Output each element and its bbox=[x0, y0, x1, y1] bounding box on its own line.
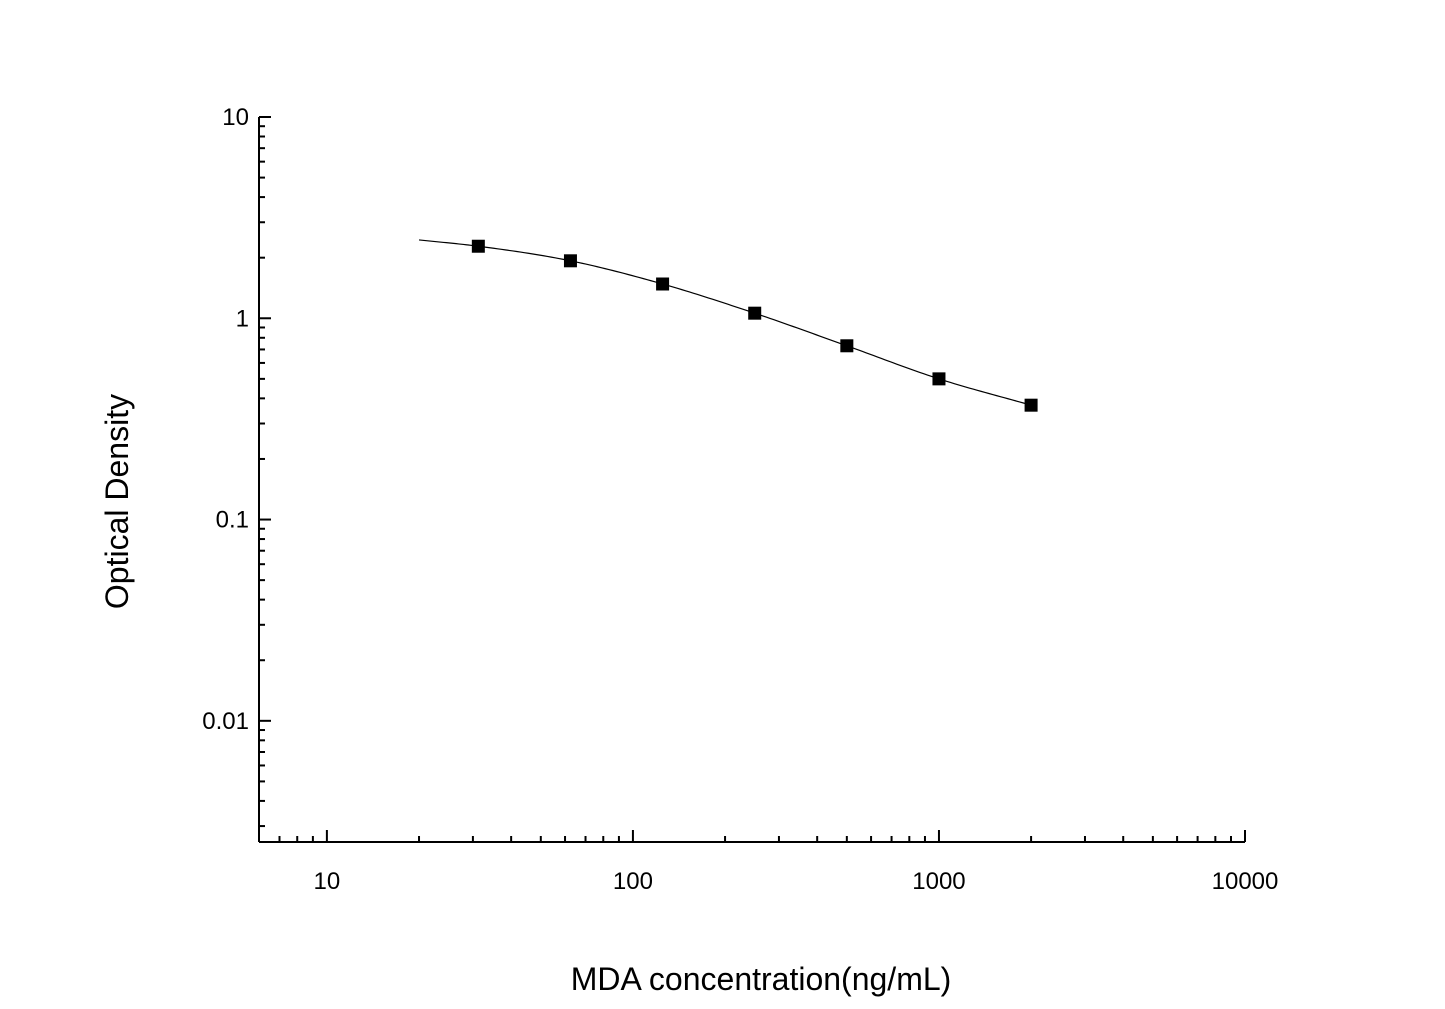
axes bbox=[258, 117, 1245, 843]
data-point-marker bbox=[748, 306, 762, 320]
x-tick-label: 1000 bbox=[912, 868, 965, 895]
y-axis-title: Optical Density bbox=[99, 394, 135, 609]
x-tick-label: 100 bbox=[613, 868, 653, 895]
data-point-marker bbox=[656, 277, 670, 291]
data-points bbox=[471, 239, 1038, 412]
data-point-marker bbox=[932, 372, 946, 386]
data-point-marker bbox=[840, 339, 854, 353]
x-tick-label: 10000 bbox=[1212, 868, 1279, 895]
x-tick-label: 10 bbox=[314, 868, 341, 895]
data-point-marker bbox=[471, 239, 485, 253]
fit-curve-layer bbox=[418, 239, 1032, 406]
x-ticks: 10 100 1000 10000 bbox=[258, 830, 1279, 895]
fit-curve-line bbox=[418, 239, 1032, 406]
y-tick-label: 0.01 bbox=[202, 708, 249, 735]
y-tick-label: 1 bbox=[236, 305, 249, 332]
x-axis-title: MDA concentration(ng/mL) bbox=[571, 961, 952, 997]
y-tick-label: 10 bbox=[222, 104, 249, 131]
y-tick-label: 0.1 bbox=[216, 507, 249, 534]
y-ticks: 0.01 0.1 1 10 bbox=[202, 104, 271, 828]
data-point-marker bbox=[563, 254, 577, 268]
data-point-marker bbox=[1024, 398, 1038, 412]
